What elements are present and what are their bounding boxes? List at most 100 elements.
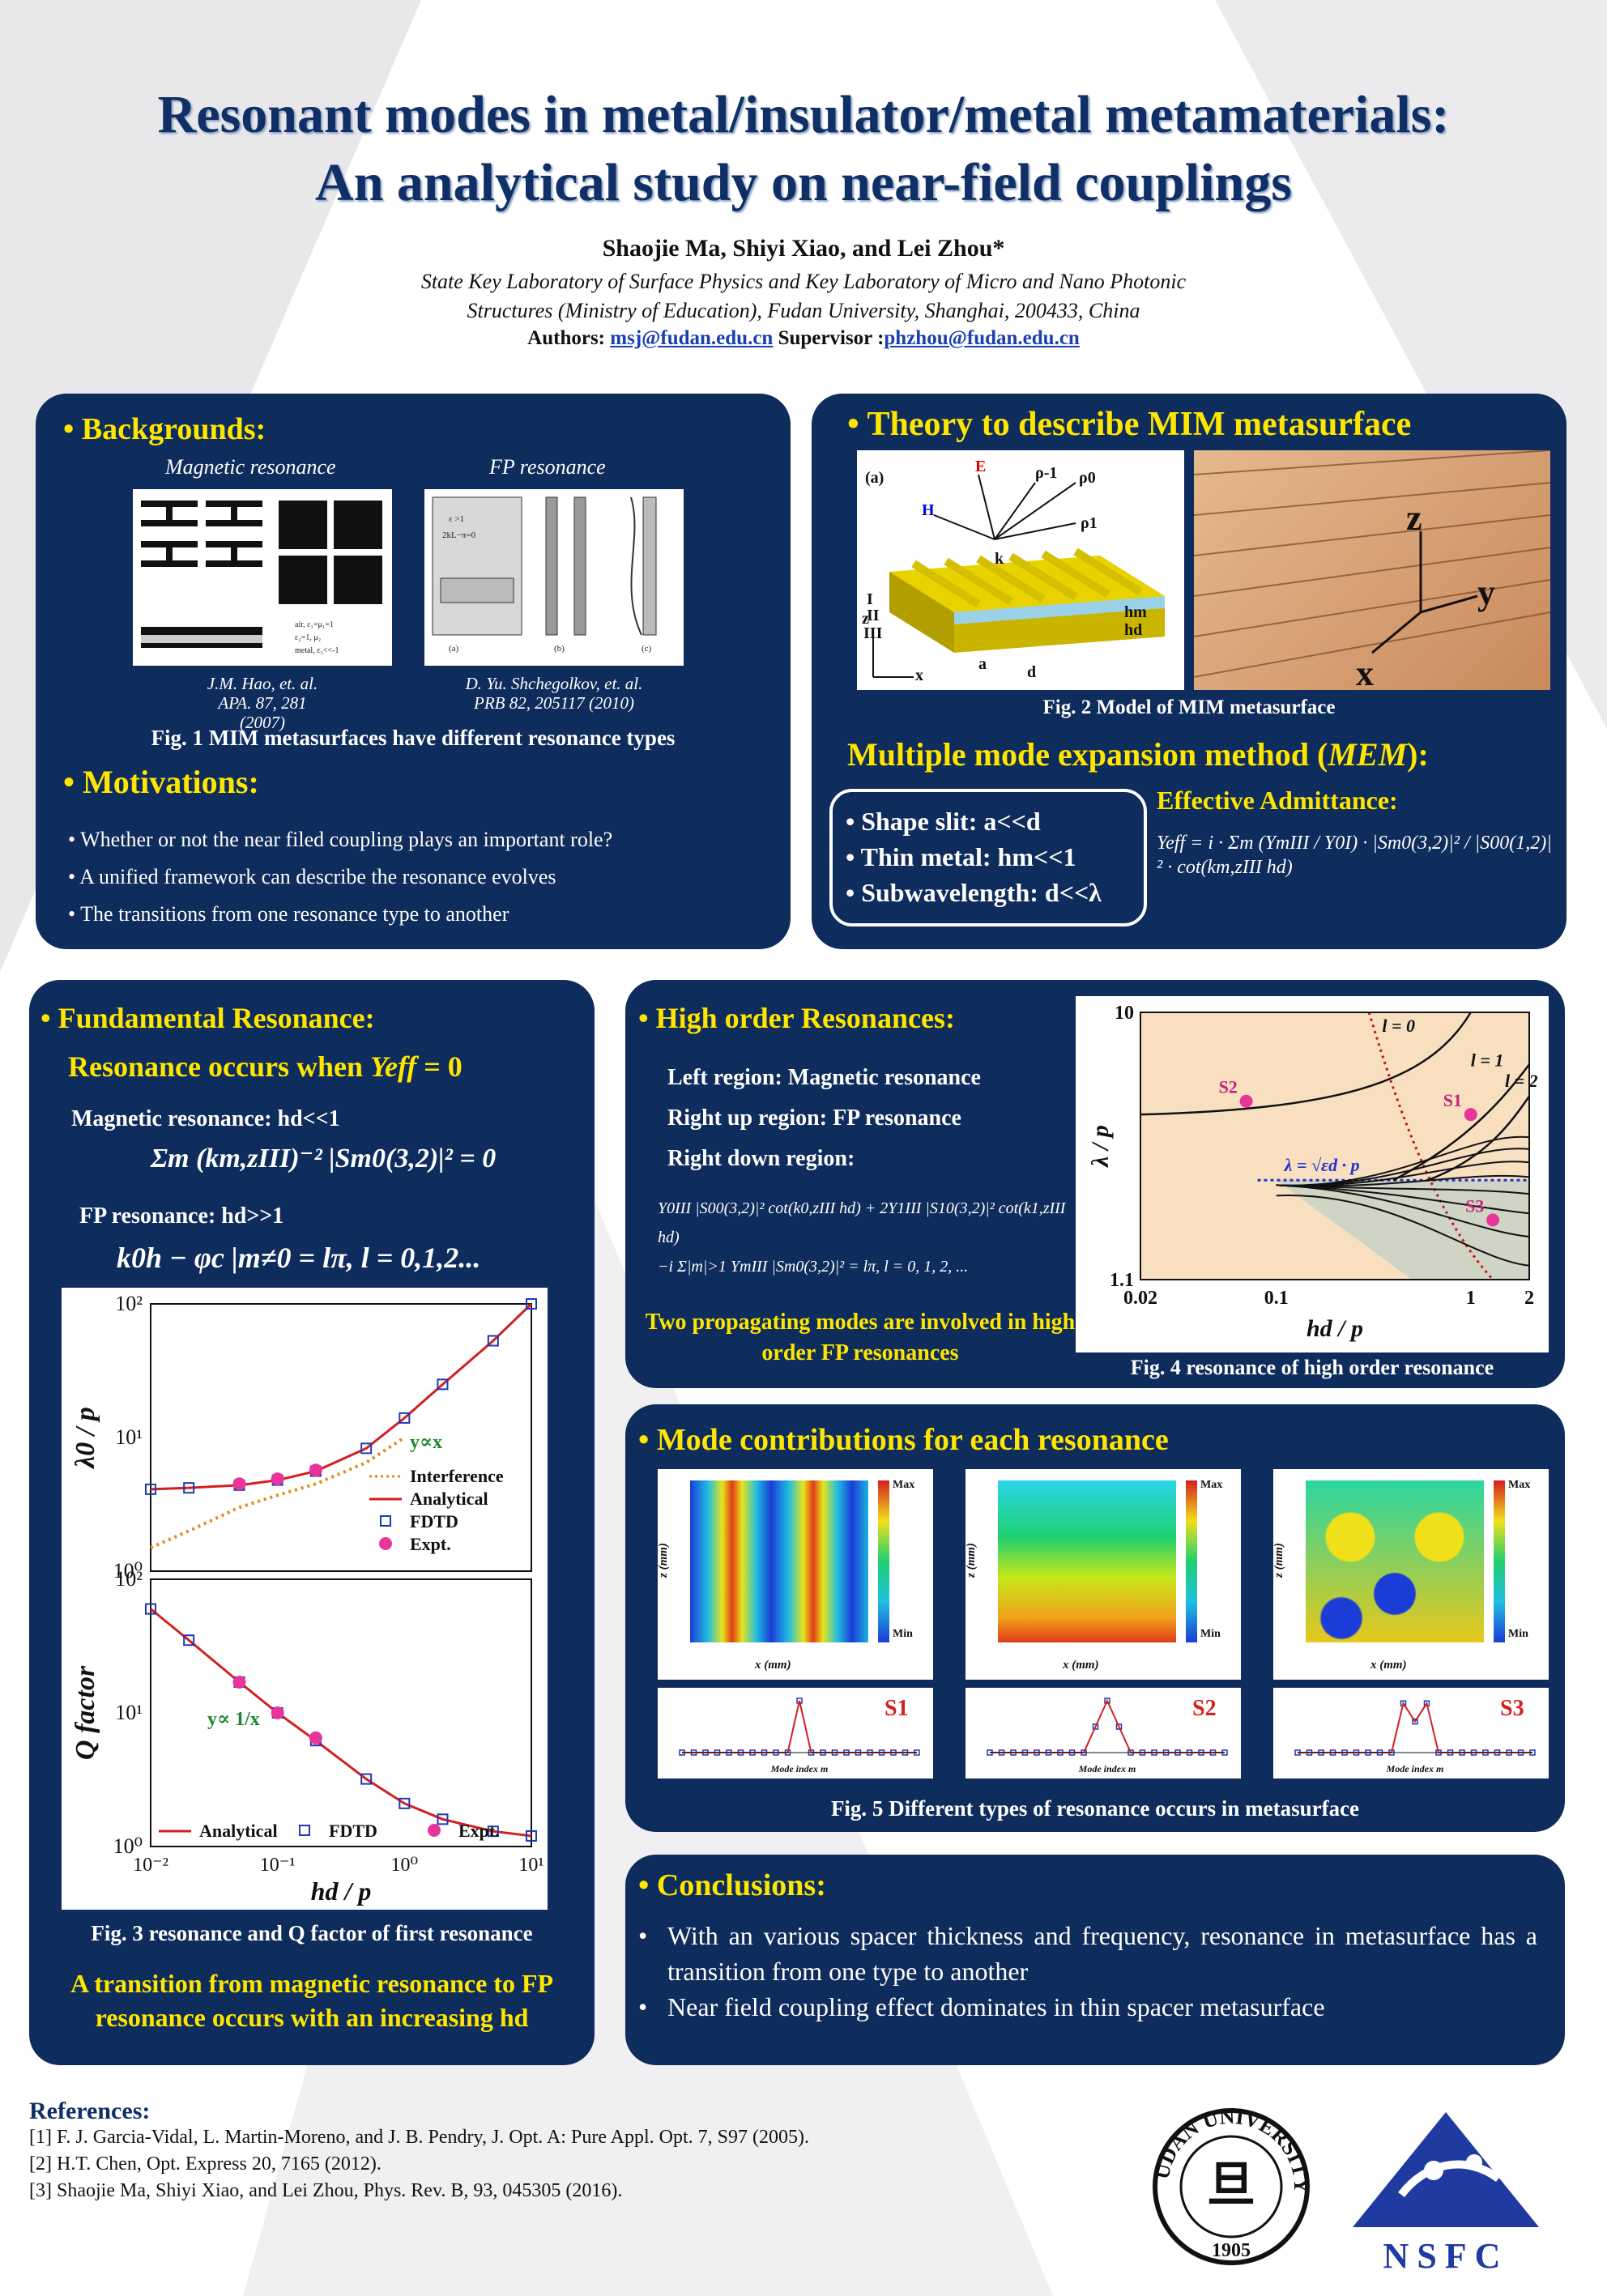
analytical-line: [150, 1608, 532, 1838]
region-right-down: Right down region:: [667, 1146, 855, 1171]
colorbar-min-label: Min: [1200, 1628, 1221, 1640]
supervisor-email-link[interactable]: phzhou@fudan.edu.cn: [884, 327, 1080, 349]
fundamental-conclusion: A transition from magnetic resonance to …: [70, 1969, 554, 2032]
mem-title: Multiple mode expansion method (MEM):: [847, 736, 1429, 773]
svg-text:hm: hm: [1124, 603, 1147, 621]
fudan-year: 1905: [1212, 2240, 1251, 2261]
fdtd-point: [145, 1603, 156, 1615]
fdtd-point: [487, 1335, 499, 1347]
legend-label: Interference: [410, 1466, 504, 1486]
author-email-link[interactable]: msj@fudan.edu.cn: [610, 327, 774, 349]
ref-right-line-1: D. Yu. Shchegolkov, et. al.: [465, 674, 643, 693]
fundamental-heading: • Fundamental Resonance:: [40, 1002, 375, 1034]
trend-annotation: y∝ 1/x: [207, 1709, 260, 1730]
title-line-1: Resonant modes in metal/insulator/metal …: [157, 85, 1450, 144]
ref-left-line-2: APA. 87, 281 (2007): [218, 693, 307, 732]
field-map-panel: Max Min x (mm) z (mm): [656, 1469, 933, 1680]
expt-point: [271, 1706, 284, 1719]
analytical-line: [150, 1302, 533, 1491]
fdtd-point: [360, 1773, 373, 1785]
curve-label: l = 1: [1471, 1050, 1504, 1071]
title-line-2: An analytical study on near-field coupli…: [315, 153, 1292, 212]
mode-amplitude-point: [1104, 1698, 1110, 1704]
high-order-formula-1: Y0III |S00(3,2)|² cot(k0,zIII hd) + 2Y1I…: [658, 1199, 1066, 1246]
x-tick-label: 10⁻¹: [260, 1855, 296, 1876]
legend-label: FDTD: [329, 1821, 377, 1841]
fdtd-point: [399, 1412, 411, 1424]
mode-contrib-heading: • Mode contributions for each resonance: [638, 1423, 1169, 1457]
svg-text:z: z: [862, 610, 869, 628]
colorbar-min-label: Min: [1508, 1628, 1528, 1640]
svg-text:E: E: [975, 458, 986, 475]
fig5-caption: Fig. 5 Different types of resonance occu…: [830, 1796, 1360, 1821]
y-tick-label: 10⁰: [113, 1834, 143, 1858]
colorbar: [1186, 1480, 1197, 1642]
fudan-logo: FUDAN UNIVERSITY 旦 1905: [1144, 2087, 1313, 2268]
high-order-panel: • High order Resonances: Left region: Ma…: [625, 980, 1565, 1388]
fundamental-panel: • Fundamental Resonance: Resonance occur…: [29, 980, 595, 2065]
backgrounds-heading: • Backgrounds:: [63, 412, 266, 446]
svg-text:ε₂=1, μ₂: ε₂=1, μ₂: [295, 633, 321, 642]
y-axis-label: λ0 / p: [70, 1407, 100, 1470]
x-tick-label: 2: [1524, 1288, 1534, 1309]
z-axis-label: z (mm): [656, 1543, 670, 1578]
field-map-image: [998, 1480, 1176, 1642]
y-tick-label: 10²: [115, 1567, 143, 1591]
x-axis-label: x (mm): [1063, 1659, 1099, 1672]
trend-annotation: y∝x: [410, 1432, 442, 1453]
y-axis-label: λ / p: [1087, 1125, 1114, 1169]
mode-spectrum-panel: S1 Mode index m: [658, 1688, 933, 1778]
svg-text:y: y: [1477, 573, 1495, 612]
svg-text:ρ0: ρ0: [1079, 469, 1096, 487]
svg-text:旦: 旦: [1207, 2158, 1255, 2212]
conclusions-heading: • Conclusions:: [638, 1868, 826, 1902]
svg-text:z: z: [1406, 498, 1422, 538]
mode-spectrum-panel: S2 Mode index m: [965, 1688, 1241, 1778]
affiliation-line-2: Structures (Ministry of Education), Fuda…: [467, 299, 1140, 322]
field-map-panel: Max Min x (mm) z (mm): [965, 1469, 1241, 1680]
ref-right: D. Yu. Shchegolkov, et. al. PRB 82, 2051…: [457, 674, 651, 713]
svg-text:x: x: [915, 667, 923, 684]
y-tick-label: 1.1: [1110, 1270, 1134, 1291]
colorbar-max-label: Max: [893, 1479, 915, 1491]
y-tick-label: 10¹: [115, 1701, 143, 1724]
colorbar-max-label: Max: [1508, 1479, 1531, 1491]
y-axis-label: Q factor: [70, 1665, 100, 1760]
mode-curve-l0: [1140, 1012, 1472, 1116]
fig3-plot: 10⁰ 10¹ 10² λ0 / p y∝x Interference Analytical…: [62, 1288, 548, 1910]
ref-left-line-1: J.M. Hao, et. al.: [207, 674, 318, 693]
assumption-item: • Thin metal: hm<<1: [846, 842, 1076, 871]
svg-text:(a): (a): [865, 469, 884, 487]
y-tick-label: 10: [1115, 1003, 1134, 1024]
colorbar-min-label: Min: [893, 1628, 913, 1640]
svg-text:(c): (c): [642, 644, 652, 654]
resonance-label: S2: [1192, 1696, 1217, 1721]
plot-frame: [1140, 1012, 1530, 1280]
svg-text:d: d: [1027, 663, 1036, 681]
assumption-item: • Subwavelength: d<<λ: [846, 878, 1102, 907]
legend-label: Analytical: [410, 1489, 488, 1509]
fp-resonance-figure: ε >1 2kL−π=0 (a) (b) (c): [424, 489, 684, 666]
mode-index-label: Mode index m: [1078, 1763, 1136, 1774]
plot-frame: [150, 1303, 532, 1572]
expt-point: [309, 1463, 322, 1477]
admittance-label: Effective Admittance:: [1157, 786, 1398, 815]
high-order-formula-2: −i Σ|m|>1 YmIII |Sm0(3,2)|² = lπ, l = 0,…: [658, 1258, 969, 1276]
resonance-point-label: S3: [1465, 1195, 1484, 1216]
motivation-item: • The transitions from one resonance typ…: [68, 902, 509, 926]
x-tick-label: 10¹: [518, 1855, 543, 1876]
resonance-point-label: S1: [1443, 1090, 1462, 1110]
svg-text:hd: hd: [1124, 621, 1142, 639]
mode-curve-l1: [1392, 1063, 1530, 1182]
conclusions-list: • With an various spacer thickness and fr…: [638, 1918, 1537, 2025]
assumption-item: • Shape slit: a<<d: [846, 807, 1041, 836]
dispersion-curve: [1276, 1184, 1530, 1238]
theory-heading: • Theory to describe MIM metasurface: [847, 406, 1412, 443]
resonance-point-label: S2: [1219, 1077, 1238, 1097]
resonance-point: [1486, 1213, 1500, 1227]
fp-condition: FP resonance: hd>>1: [79, 1203, 284, 1229]
fig3-caption: Fig. 3 resonance and Q factor of first r…: [91, 1921, 533, 1945]
reference-item: [2] H.T. Chen, Opt. Express 20, 7165 (20…: [29, 2153, 382, 2175]
poster-title: Resonant modes in metal/insulator/metal …: [0, 81, 1607, 217]
